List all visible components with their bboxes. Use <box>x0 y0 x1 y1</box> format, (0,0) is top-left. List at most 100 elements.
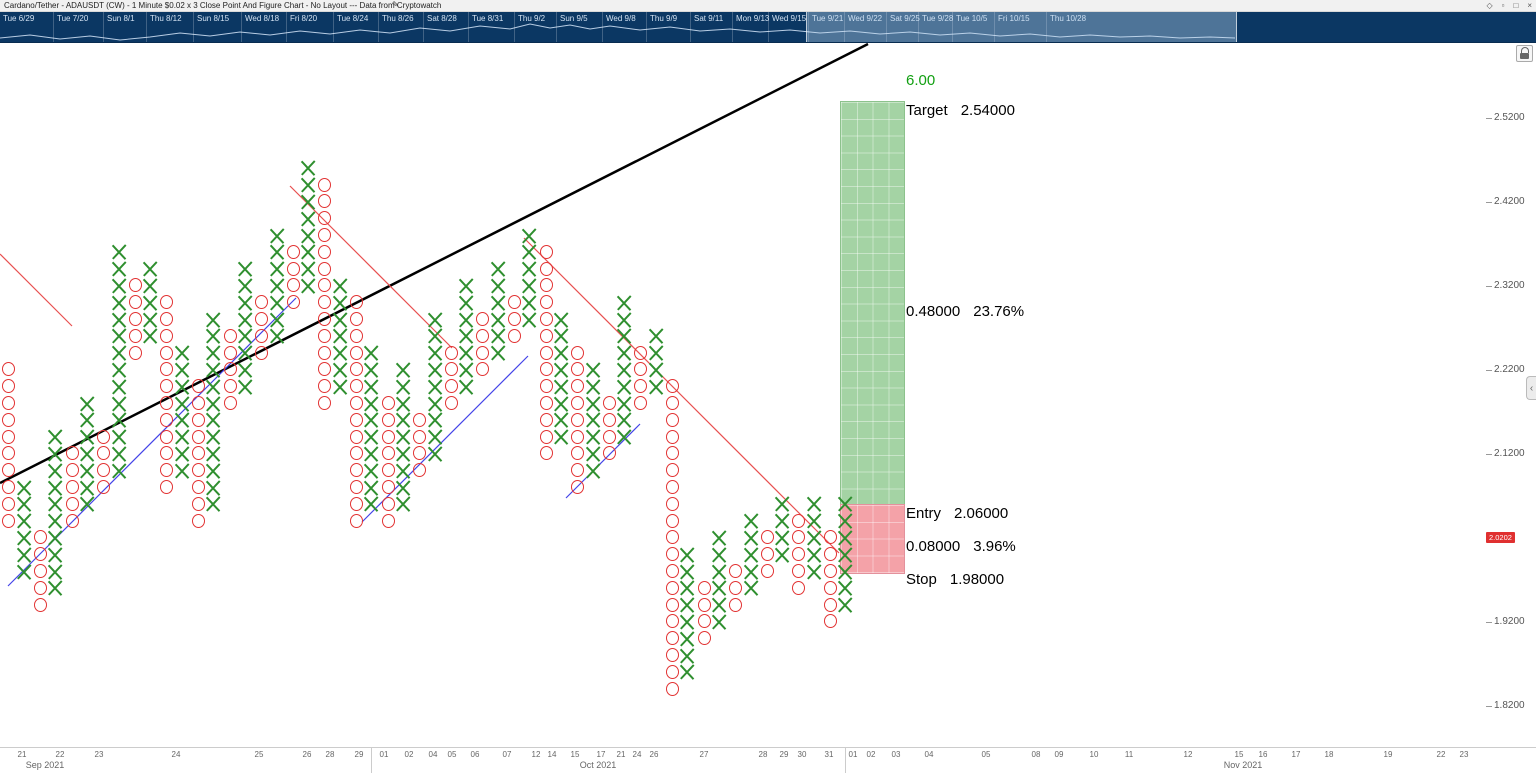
pnf-o-cell <box>824 614 837 629</box>
pnf-o-cell <box>255 311 269 326</box>
pnf-x-cell <box>618 430 631 444</box>
navigator-date-label: Mon 9/13 <box>736 14 770 23</box>
navigator-date-label: Thu 9/9 <box>650 14 678 23</box>
pnf-x-cell <box>365 346 378 360</box>
pnf-o-cell <box>65 479 79 494</box>
navigator-tick <box>994 11 995 42</box>
navigator-tick <box>514 11 515 42</box>
pnf-o-cell <box>508 328 521 343</box>
panel-collapse-handle[interactable]: ‹ <box>1526 376 1536 400</box>
pnf-x-cell <box>144 313 157 327</box>
pnf-x-cell <box>207 380 220 394</box>
edit-pencil-icon[interactable]: ✎ <box>392 0 399 9</box>
pnf-x-cell <box>175 346 188 360</box>
pnf-o-cell <box>539 244 553 259</box>
pnf-x-cell <box>618 363 631 377</box>
pnf-x-cell <box>428 447 441 461</box>
pnf-x-cell <box>112 447 125 461</box>
date-tick-label: 12 <box>1183 750 1193 759</box>
pnf-o-cell <box>160 463 174 478</box>
pnf-x-cell <box>776 514 789 528</box>
black-trendline[interactable] <box>0 42 869 485</box>
date-tick-label: 27 <box>699 750 709 759</box>
pnf-x-cell <box>333 296 346 310</box>
pnf-o-cell <box>350 311 363 326</box>
blue-trendline[interactable] <box>361 355 529 523</box>
pnf-x-cell <box>428 413 441 427</box>
pnf-o-cell <box>97 446 111 461</box>
navigator-date-label: Wed 9/22 <box>848 14 883 23</box>
pnf-x-cell <box>365 380 378 394</box>
date-tick-label: 02 <box>404 750 414 759</box>
pnf-o-cell <box>350 295 363 310</box>
date-tick-label: 28 <box>758 750 768 759</box>
pnf-o-cell <box>571 362 585 377</box>
pnf-x-cell <box>112 245 125 259</box>
pnf-x-cell <box>365 363 378 377</box>
pnf-o-cell <box>508 311 521 326</box>
date-tick-label: 26 <box>302 750 312 759</box>
pnf-x-cell <box>270 229 283 243</box>
pnf-o-cell <box>571 463 585 478</box>
pnf-o-cell <box>571 345 585 360</box>
navigator-tick <box>918 11 919 42</box>
lock-icon[interactable] <box>1516 45 1533 62</box>
stop-word: Stop <box>906 571 937 588</box>
navigator-tick <box>602 11 603 42</box>
date-tick-label: 06 <box>470 750 480 759</box>
pnf-o-cell <box>539 345 553 360</box>
navigator-tick <box>844 11 845 42</box>
date-tick-label: 22 <box>1436 750 1446 759</box>
pnf-o-cell <box>508 295 521 310</box>
pnf-x-cell <box>144 329 157 343</box>
pnf-x-cell <box>523 262 536 276</box>
red-trendline[interactable] <box>0 253 73 327</box>
pnf-x-cell <box>270 279 283 293</box>
pnf-x-cell <box>712 615 725 629</box>
float-button[interactable]: ◇ <box>1486 1 1493 10</box>
pnf-o-cell <box>350 345 363 360</box>
date-tick-label: 15 <box>1234 750 1244 759</box>
pnf-x-cell <box>839 565 852 579</box>
month-separator <box>371 748 372 773</box>
pnf-x-cell <box>681 615 694 629</box>
pnf-o-cell <box>571 379 585 394</box>
pnf-o-cell <box>160 295 174 310</box>
navigator-tick <box>146 11 147 42</box>
pnf-o-cell <box>350 379 363 394</box>
pnf-o-cell <box>350 412 363 427</box>
pnf-o-cell <box>160 362 174 377</box>
time-axis[interactable]: 21 22 23 24 25 26 28 29 01 02 04 05 06 07 12 14 15 17 21 24… <box>0 747 1536 773</box>
pnf-o-cell <box>666 597 679 612</box>
pnf-x-cell <box>207 413 220 427</box>
pnf-o-cell <box>666 429 679 444</box>
red-trendline[interactable] <box>289 185 453 349</box>
close-button[interactable]: × <box>1527 1 1532 10</box>
pnf-o-cell <box>444 395 458 410</box>
pnf-o-cell <box>666 530 679 545</box>
pnf-o-cell <box>350 496 363 511</box>
timeline-navigator[interactable]: Tue 6/29 Tue 7/20 Sun 8/1 Thu 8/12 Sun 8/15 W… <box>0 11 1536 43</box>
pnf-x-cell <box>175 397 188 411</box>
navigator-tick <box>468 11 469 42</box>
pnf-o-cell <box>602 446 616 461</box>
price-axis-label: 2.3200 <box>1486 280 1525 291</box>
pnf-x-cell <box>649 363 662 377</box>
pnf-x-cell <box>396 481 409 495</box>
maximize-button[interactable]: □ <box>1513 1 1519 10</box>
pnf-o-cell <box>160 328 174 343</box>
navigator-date-label: Wed 9/8 <box>606 14 636 23</box>
pnf-o-cell <box>666 647 679 662</box>
navigator-date-label: Tue 7/20 <box>57 14 89 23</box>
navigator-tick <box>333 11 334 42</box>
target-zone[interactable] <box>840 101 905 506</box>
date-tick-label: 30 <box>797 750 807 759</box>
pnf-o-cell <box>666 614 679 629</box>
minimize-button[interactable]: ▫ <box>1501 1 1505 10</box>
pnf-x-cell <box>207 430 220 444</box>
navigator-date-label: Wed 8/18 <box>245 14 280 23</box>
pnf-o-cell <box>381 412 395 427</box>
pnf-x-cell <box>618 346 631 360</box>
navigator-selection-window[interactable] <box>806 11 1237 42</box>
